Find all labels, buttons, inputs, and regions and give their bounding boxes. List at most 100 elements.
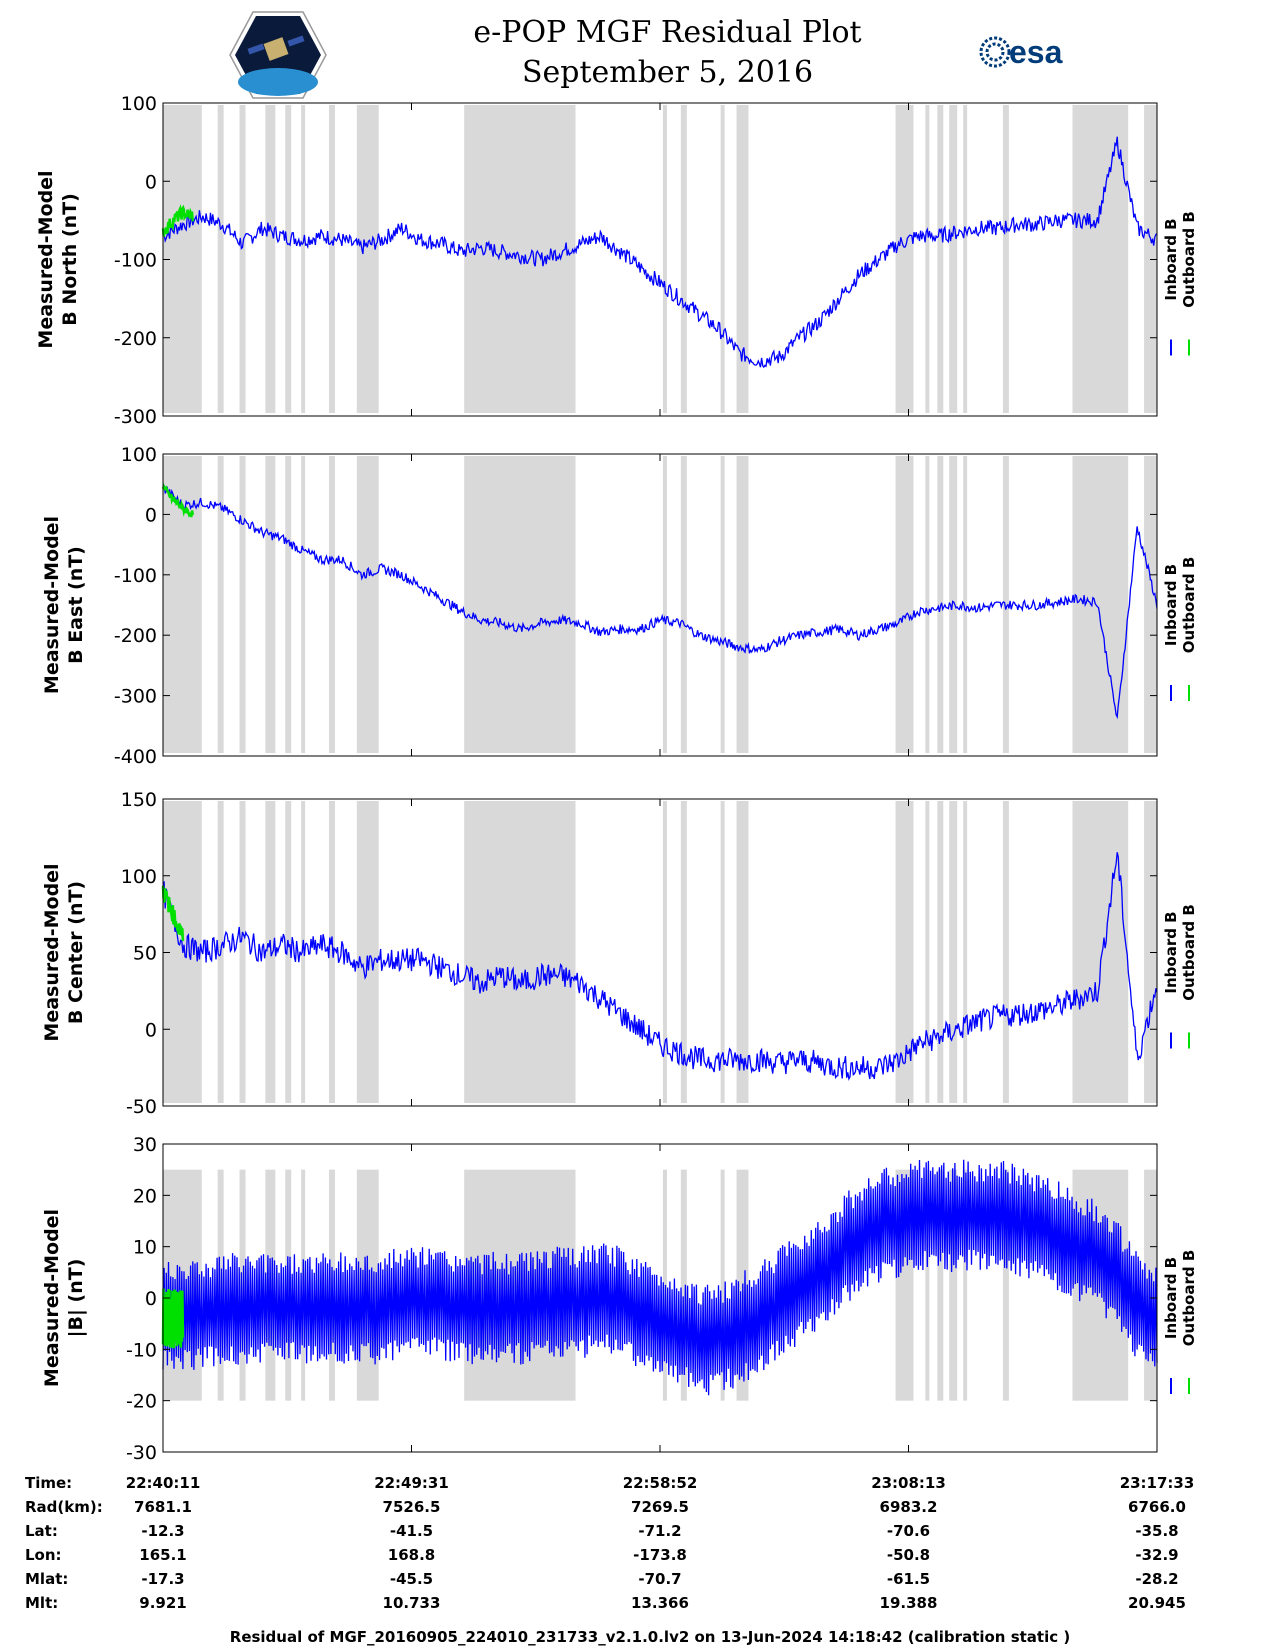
y-tick-label: -200	[114, 328, 157, 350]
table-cell: 7269.5	[631, 1498, 689, 1516]
data-gap-band	[949, 801, 958, 1103]
legend-label: Outboard B	[1180, 557, 1198, 654]
y-tick-label: -300	[114, 686, 157, 708]
data-gap-band	[680, 105, 687, 413]
table-cell: 6766.0	[1128, 1498, 1186, 1516]
table-cell: 23:17:33	[1119, 1474, 1195, 1492]
data-gap-band	[464, 456, 576, 753]
table-cell: 22:40:11	[125, 1474, 201, 1492]
data-gap-band	[963, 801, 968, 1103]
panel-4: -30 -20 -10 0 10 20 30 Measured-Model |B| (nT) In…	[41, 1134, 1198, 1464]
y-tick-label: 0	[145, 504, 157, 526]
table-cell: -35.8	[1135, 1522, 1179, 1540]
data-gap-band	[265, 105, 276, 413]
data-gap-band	[925, 1169, 930, 1401]
data-gap-band	[285, 456, 292, 753]
data-gap-band	[895, 801, 914, 1103]
table-cell: 19.388	[879, 1594, 938, 1612]
panel-2: -400 -300 -200 -100 0 100 Measured-Model B East…	[41, 444, 1198, 768]
data-gap-band	[720, 1169, 725, 1401]
data-gap-band	[662, 105, 667, 413]
table-cell: -12.3	[141, 1522, 185, 1540]
legend-label: Inboard B	[1162, 1257, 1180, 1339]
legend-label: Outboard B	[1180, 904, 1198, 1001]
y-axis-label: B Center (nT)	[65, 881, 87, 1024]
data-gap-band	[937, 801, 944, 1103]
table-cell: -41.5	[389, 1522, 434, 1540]
table-row-label: Rad(km):	[25, 1498, 103, 1516]
data-gap-band	[662, 801, 667, 1103]
y-tick-label: 100	[121, 866, 157, 888]
data-gap-band	[963, 1169, 968, 1401]
y-tick-label: 100	[121, 444, 157, 466]
table-cell: 168.8	[387, 1546, 436, 1564]
data-gap-band	[895, 456, 914, 753]
series-inboard-line	[162, 136, 1158, 369]
data-gap-band	[1002, 801, 1009, 1103]
table-cell: 13.366	[631, 1594, 689, 1612]
data-gap-band	[925, 105, 930, 413]
table-cell: 6983.2	[879, 1498, 938, 1516]
table-row-label: Lat:	[25, 1522, 58, 1540]
legend-label: Inboard B	[1162, 911, 1180, 993]
table-cell: -173.8	[633, 1546, 687, 1564]
data-gap-band	[937, 456, 944, 753]
data-gap-band	[662, 456, 667, 753]
data-gap-band	[680, 801, 687, 1103]
data-gap-band	[895, 105, 914, 413]
y-tick-label: 0	[145, 1019, 157, 1041]
data-gap-band	[949, 456, 958, 753]
data-gap-band	[163, 456, 202, 753]
data-gap-band	[1144, 456, 1157, 753]
data-gap-band	[328, 801, 335, 1103]
y-tick-label: 150	[121, 789, 157, 811]
data-gap-band	[328, 456, 335, 753]
data-gap-band	[1072, 801, 1129, 1103]
y-tick-label: 20	[133, 1185, 157, 1207]
y-tick-label: 30	[133, 1134, 157, 1156]
series-outboard-line	[161, 483, 195, 518]
data-gap-band	[963, 105, 968, 413]
data-gap-band	[720, 456, 725, 753]
legend-label: Outboard B	[1180, 1250, 1198, 1347]
table-cell: -70.7	[638, 1570, 682, 1588]
footer-caption: Residual of MGF_20160905_224010_231733_v…	[229, 1628, 1071, 1646]
data-gap-band	[736, 105, 749, 413]
data-gap-band	[217, 105, 224, 413]
data-gap-band	[239, 105, 246, 413]
data-gap-band	[285, 105, 292, 413]
data-gap-band	[356, 456, 379, 753]
cassiope-mission-logo-icon	[229, 11, 327, 99]
data-gap-band	[937, 1169, 944, 1401]
y-tick-label: -100	[114, 565, 157, 587]
data-gap-band	[239, 801, 246, 1103]
y-tick-label: -400	[114, 746, 157, 768]
data-gap-band	[937, 105, 944, 413]
data-gap-band	[949, 1169, 958, 1401]
data-gap-band	[328, 105, 335, 413]
data-gap-band	[239, 1169, 246, 1401]
table-cell: -71.2	[638, 1522, 682, 1540]
series-outboard-line	[161, 204, 195, 237]
data-gap-band	[1002, 1169, 1009, 1401]
data-gap-band	[963, 456, 968, 753]
y-axis-label: |B| (nT)	[65, 1259, 87, 1338]
data-gap-band	[301, 801, 306, 1103]
series-inboard-line	[162, 852, 1158, 1081]
data-gap-band	[1072, 456, 1129, 753]
table-cell: -61.5	[886, 1570, 931, 1588]
y-tick-label: -10	[126, 1339, 157, 1361]
series-outboard-line	[161, 885, 185, 941]
data-gap-band	[301, 105, 306, 413]
data-gap-band	[680, 1169, 687, 1401]
y-tick-label: -200	[114, 625, 157, 647]
data-gap-band	[217, 456, 224, 753]
legend-label: Inboard B	[1162, 218, 1180, 300]
data-gap-band	[1002, 456, 1009, 753]
legend-label: Inboard B	[1162, 564, 1180, 646]
table-cell: 7526.5	[382, 1498, 441, 1516]
data-gap-band	[217, 1169, 224, 1401]
y-axis-label: Measured-Model	[41, 516, 63, 694]
y-tick-label: -300	[114, 406, 157, 428]
